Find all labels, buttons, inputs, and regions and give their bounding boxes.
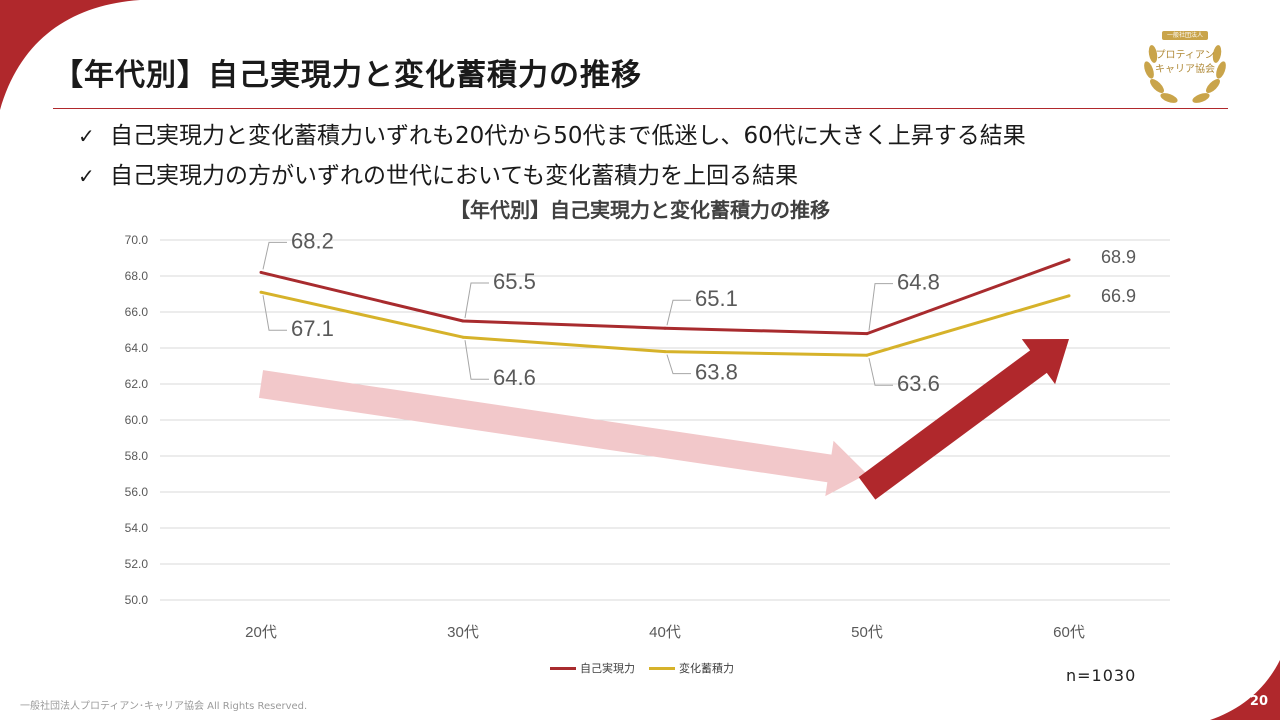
- data-label: 65.5: [493, 269, 536, 294]
- y-tick-label: 50.0: [125, 593, 149, 607]
- badge-line-2: キャリア協会: [1155, 64, 1215, 75]
- data-point: [663, 326, 667, 330]
- legend-swatch: [550, 666, 576, 670]
- slide-title: 【年代別】自己実現力と変化蓄積力の推移: [53, 58, 642, 93]
- data-point: [865, 332, 869, 336]
- data-label: 63.6: [897, 371, 940, 396]
- bullet-item: ✓ 自己実現力と変化蓄積力いずれも20代から50代まで低迷し、60代に大きく上昇す…: [78, 116, 1026, 156]
- x-tick-label: 30代: [447, 624, 479, 641]
- label-leader-line: [666, 299, 691, 326]
- data-point: [663, 350, 667, 354]
- label-leader-line: [666, 354, 691, 375]
- x-tick-label: 40代: [649, 624, 681, 641]
- label-leader-line: [464, 282, 489, 319]
- bullet-list: ✓ 自己実現力と変化蓄積力いずれも20代から50代まで低迷し、60代に大きく上昇す…: [78, 116, 1026, 196]
- corner-decoration-bottom: [1210, 660, 1280, 720]
- y-tick-label: 66.0: [125, 305, 149, 319]
- x-tick-label: 50代: [851, 624, 883, 641]
- y-tick-label: 70.0: [125, 233, 149, 247]
- trend-arrow-icon: [258, 370, 867, 497]
- data-point: [461, 319, 465, 323]
- legend-label: 変化蓄積力: [679, 662, 734, 675]
- legend-label: 自己実現力: [580, 662, 635, 675]
- legend-item-series-1: 自己実現力: [550, 660, 635, 676]
- data-point: [461, 335, 465, 339]
- y-tick-label: 54.0: [125, 521, 149, 535]
- chart-legend: 自己実現力 変化蓄積力: [550, 660, 748, 676]
- legend-swatch: [649, 666, 675, 670]
- y-tick-label: 62.0: [125, 377, 149, 391]
- data-point: [259, 290, 263, 294]
- y-tick-label: 64.0: [125, 341, 149, 355]
- data-label: 68.9: [1101, 247, 1136, 267]
- series-line: [260, 258, 1070, 336]
- legend-item-series-2: 変化蓄積力: [649, 660, 734, 676]
- data-label: 66.9: [1101, 286, 1136, 306]
- badge-line-1: プロティアン: [1155, 50, 1215, 61]
- data-label: 64.8: [897, 270, 940, 295]
- badge-top-text: 一般社団法人: [1162, 31, 1208, 40]
- label-leader-line: [262, 241, 287, 270]
- label-leader-line: [464, 340, 489, 380]
- chart-title: 【年代別】自己実現力と変化蓄積力の推移: [450, 198, 830, 222]
- y-tick-label: 60.0: [125, 413, 149, 427]
- data-point: [1067, 294, 1071, 298]
- data-point: [865, 353, 869, 357]
- title-divider: [53, 108, 1228, 109]
- data-label: 67.1: [291, 316, 334, 341]
- page-number: 20: [1249, 694, 1268, 709]
- trend-arrow-icon: [858, 339, 1069, 500]
- y-tick-label: 56.0: [125, 485, 149, 499]
- bullet-text: 自己実現力の方がいずれの世代においても変化蓄積力を上回る結果: [110, 163, 799, 189]
- check-icon: ✓: [78, 124, 95, 148]
- label-leader-line: [868, 283, 893, 331]
- x-tick-label: 60代: [1053, 624, 1085, 641]
- y-tick-label: 58.0: [125, 449, 149, 463]
- bullet-item: ✓ 自己実現力の方がいずれの世代においても変化蓄積力を上回る結果: [78, 156, 1026, 196]
- check-icon: ✓: [78, 164, 95, 188]
- data-point: [259, 270, 263, 274]
- data-label: 64.6: [493, 365, 536, 390]
- sample-size-note: n=1030: [1066, 666, 1137, 685]
- corner-decoration: [0, 0, 140, 110]
- label-leader-line: [868, 358, 893, 386]
- y-tick-label: 68.0: [125, 269, 149, 283]
- laurel-badge-icon: [1144, 45, 1226, 103]
- bullet-text: 自己実現力と変化蓄積力いずれも20代から50代まで低迷し、60代に大きく上昇する…: [110, 123, 1026, 149]
- y-tick-label: 52.0: [125, 557, 149, 571]
- copyright-footer: 一般社団法人プロティアン･キャリア協会 All Rights Reserved.: [20, 701, 308, 712]
- data-label: 63.8: [695, 360, 738, 385]
- data-label: 68.2: [291, 228, 334, 253]
- data-point: [1067, 258, 1071, 262]
- label-leader-line: [262, 295, 287, 331]
- x-tick-label: 20代: [245, 624, 277, 641]
- data-label: 65.1: [695, 286, 738, 311]
